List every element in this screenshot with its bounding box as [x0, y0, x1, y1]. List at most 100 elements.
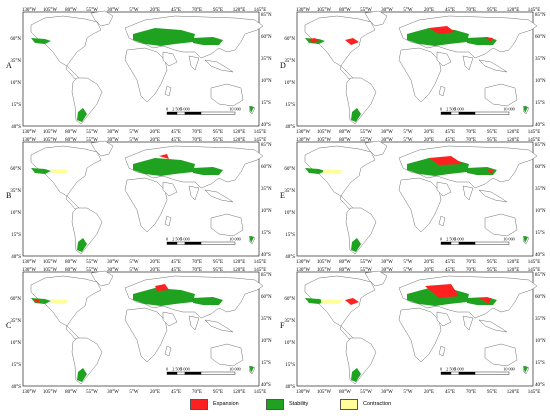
- expansion-area: [155, 284, 169, 291]
- lon-label: 55°W: [360, 390, 372, 395]
- stability-area: [31, 38, 51, 44]
- lon-label: 30°W: [381, 260, 393, 265]
- lon-label: 145°E: [528, 138, 541, 143]
- lon-label: 70°E: [466, 268, 476, 273]
- lon-label: 105°W: [317, 130, 331, 135]
- lat-label: 10°N: [10, 341, 21, 346]
- scale-bar-segment: [176, 241, 186, 245]
- lon-label: 45°E: [171, 130, 181, 135]
- lat-label: 10°N: [284, 211, 295, 216]
- lon-label: 55°W: [360, 138, 372, 143]
- landmass: [345, 337, 377, 385]
- world-map: 130°W 105°W 80°W 55°W 30°W 5°W 20°E 45°E 70°E 95°…: [280, 8, 546, 135]
- lat-label: 60°N: [10, 297, 21, 302]
- landmass: [398, 47, 442, 103]
- landmass: [65, 325, 80, 340]
- expansion-area: [425, 284, 459, 298]
- lon-label: 130°W: [296, 130, 310, 135]
- lon-label: 5°W: [129, 268, 138, 273]
- landmass: [71, 207, 103, 255]
- expansion-area: [429, 156, 463, 165]
- landmass: [478, 319, 508, 333]
- landmass: [398, 177, 442, 233]
- stability-area: [249, 106, 254, 113]
- expansion-area: [485, 37, 493, 42]
- landmass: [65, 65, 80, 80]
- landmass: [124, 177, 168, 233]
- lon-label: 80°W: [65, 8, 77, 13]
- lon-label: 95°E: [213, 8, 223, 13]
- lon-label: 45°E: [171, 390, 181, 395]
- stability-area: [133, 158, 195, 176]
- landmass: [210, 83, 244, 107]
- lon-label: 95°E: [213, 138, 223, 143]
- landmass: [462, 55, 474, 71]
- lat-label: 60°N: [261, 35, 272, 40]
- lon-label: 20°E: [150, 260, 160, 265]
- landmass: [188, 315, 200, 331]
- lon-label: 70°E: [192, 268, 202, 273]
- lon-label: 95°E: [487, 268, 497, 273]
- map-frame: [296, 271, 534, 387]
- landmass: [436, 51, 452, 67]
- stability-area: [193, 167, 223, 175]
- landmass: [164, 85, 172, 97]
- scale-tick-label: 5 000: [454, 107, 463, 112]
- lon-label: 20°E: [150, 390, 160, 395]
- lon-label: 80°W: [339, 8, 351, 13]
- lon-label: 80°W: [339, 138, 351, 143]
- lon-label: 130°W: [22, 138, 36, 143]
- lon-label: 20°E: [424, 8, 434, 13]
- lat-label: 10°N: [284, 81, 295, 86]
- lon-label: 30°W: [381, 130, 393, 135]
- lon-label: 105°W: [317, 390, 331, 395]
- scale-tick-label: 5 000: [454, 367, 463, 372]
- lon-label: 30°W: [107, 130, 119, 135]
- expansion-area: [159, 154, 169, 159]
- lon-label: 120°E: [507, 268, 520, 273]
- lat-label: 15°S: [535, 361, 545, 366]
- lon-label: 120°E: [507, 390, 520, 395]
- landmass: [436, 311, 452, 327]
- lat-label: 35°N: [10, 189, 21, 194]
- lat-label: 40°S: [11, 125, 21, 130]
- lat-label: 15°S: [11, 233, 21, 238]
- lon-label: 30°W: [107, 268, 119, 273]
- scale-tick-label: 2 500: [446, 107, 455, 112]
- map-panel-e: 130°W 105°W 80°W 55°W 30°W 5°W 20°E 45°E 70°E 95°…: [279, 138, 546, 265]
- lon-label: 30°W: [381, 8, 393, 13]
- lon-label: 80°W: [339, 390, 351, 395]
- lon-label: 20°E: [424, 268, 434, 273]
- scale-tick-label: 0: [166, 367, 168, 372]
- lon-label: 105°W: [43, 268, 57, 273]
- lon-label: 20°E: [424, 130, 434, 135]
- lat-label: 85°N: [261, 273, 272, 278]
- lat-label: 40°S: [261, 383, 271, 388]
- landmass: [462, 185, 474, 201]
- scale-tick-label: 2 500: [172, 367, 181, 372]
- lat-label: 40°S: [535, 383, 545, 388]
- lon-label: 130°W: [296, 260, 310, 265]
- lon-label: 30°W: [107, 8, 119, 13]
- lon-label: 80°W: [339, 260, 351, 265]
- landmass: [204, 59, 234, 73]
- scale-tick-label: 5 000: [180, 367, 189, 372]
- lat-label: 15°S: [285, 363, 295, 368]
- landmass: [484, 213, 518, 237]
- map-panel-a: 130°W 105°W 80°W 55°W 30°W 5°W 20°E 45°E 70°E 95°…: [5, 8, 272, 135]
- lon-label: 130°W: [22, 260, 36, 265]
- lon-label: 55°W: [360, 8, 372, 13]
- lon-label: 55°W: [360, 130, 372, 135]
- lon-label: 105°W: [317, 260, 331, 265]
- lon-label: 120°E: [233, 390, 246, 395]
- scale-bar-segment: [440, 111, 452, 115]
- landmass: [484, 83, 518, 107]
- stability-area: [305, 298, 325, 304]
- lat-label: 10°N: [10, 211, 21, 216]
- panel-letter: F: [280, 321, 285, 330]
- scale-bar-segment: [440, 371, 452, 375]
- stability-area: [133, 28, 195, 46]
- lon-label: 95°E: [487, 130, 497, 135]
- landmass: [345, 207, 377, 255]
- lon-label: 70°E: [192, 390, 202, 395]
